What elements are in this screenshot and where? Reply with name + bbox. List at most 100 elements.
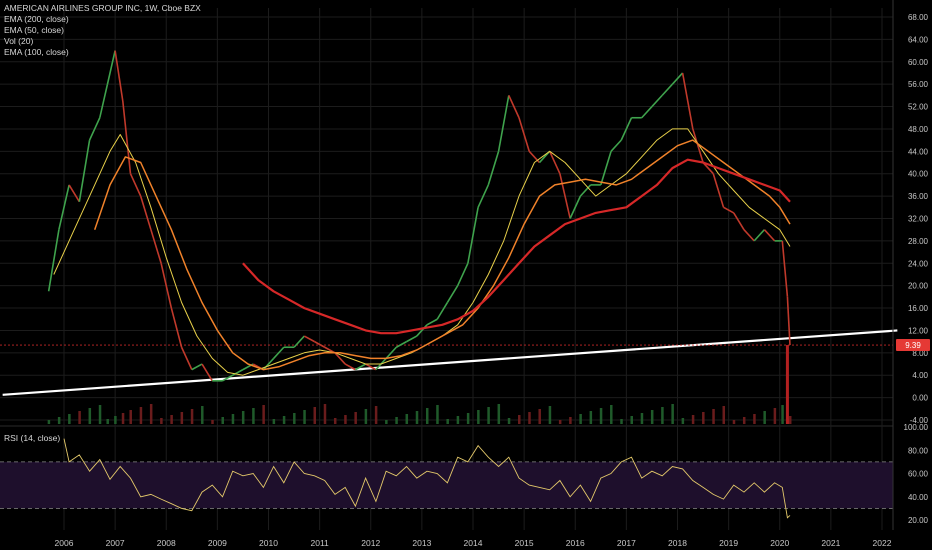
- volume-bar: [190, 409, 194, 424]
- x-tick-label: 2013: [412, 538, 431, 548]
- x-tick-label: 2007: [106, 538, 125, 548]
- volume-bar: [456, 416, 460, 424]
- x-tick-label: 2020: [770, 538, 789, 548]
- rsi-tick-label: 20.00: [908, 516, 929, 525]
- volume-bar: [293, 413, 296, 424]
- price-segment: [160, 263, 173, 309]
- price-tick-label: 20.00: [908, 282, 929, 291]
- price-segment: [579, 184, 592, 197]
- price-tick-label: 36.00: [908, 192, 929, 201]
- volume-bar: [395, 417, 398, 424]
- price-segment: [671, 72, 684, 85]
- price-segment: [303, 335, 315, 343]
- legend-item-vol[interactable]: Vol (20): [4, 36, 34, 46]
- rsi-line: [63, 438, 791, 519]
- price-segment: [191, 363, 203, 371]
- price-segment: [651, 94, 663, 108]
- price-tick-label: 60.00: [908, 58, 929, 67]
- volume-bar: [374, 406, 378, 424]
- rsi-tick-label: 100.00: [904, 423, 929, 432]
- price-segment: [477, 184, 490, 208]
- price-segment: [681, 72, 694, 130]
- legend-item-ema50[interactable]: EMA (50, close): [4, 25, 64, 35]
- volume-bar: [303, 410, 306, 424]
- rsi-tick-label: 60.00: [908, 470, 929, 479]
- price-segment: [620, 117, 633, 141]
- price-segment: [324, 346, 336, 354]
- volume-bar: [160, 418, 163, 424]
- price-tick-label: 64.00: [908, 35, 929, 44]
- rsi-tick-label: 80.00: [908, 446, 929, 455]
- volume-bar: [323, 404, 327, 424]
- last-price-badge: [896, 339, 930, 352]
- volume-bar: [272, 419, 276, 424]
- price-tick-label: 12.00: [908, 326, 929, 335]
- volume-bar: [691, 415, 695, 424]
- x-tick-label: 2018: [668, 538, 687, 548]
- volume-bar: [231, 414, 235, 424]
- price-segment: [99, 83, 109, 118]
- x-tick-label: 2014: [464, 538, 483, 548]
- volume-bars: [47, 345, 792, 424]
- price-segment: [47, 229, 60, 292]
- volume-bar: [252, 408, 255, 424]
- price-segment: [88, 117, 101, 141]
- volume-bar: [681, 418, 685, 424]
- price-segment: [262, 357, 275, 371]
- price-segment: [569, 195, 582, 219]
- volume-bar: [722, 406, 726, 424]
- legend-item-ema200[interactable]: EMA (200, close): [4, 14, 69, 24]
- volume-bar: [201, 406, 204, 424]
- price-segment: [68, 184, 81, 203]
- price-segment: [170, 307, 183, 348]
- price-segment: [487, 151, 500, 186]
- price-segment: [786, 296, 791, 346]
- price-segment: [201, 363, 213, 382]
- price-segment: [365, 363, 377, 371]
- price-tick-label: 32.00: [908, 215, 929, 224]
- ema200-line: [242, 158, 791, 335]
- volume-bar: [548, 406, 552, 424]
- x-tick-label: 2009: [208, 538, 227, 548]
- price-tick-label: 8.00: [912, 349, 928, 358]
- volume-bar: [98, 405, 102, 424]
- legend: AMERICAN AIRLINES GROUP INC, 1W, Cboe BZ…: [4, 3, 201, 58]
- volume-bar: [385, 420, 388, 424]
- volume-bar: [446, 419, 449, 424]
- grid: [0, 8, 893, 530]
- volume-bar: [129, 410, 132, 424]
- price-segment: [273, 346, 285, 359]
- price-tick-label: 52.00: [908, 103, 929, 112]
- price-segment: [743, 229, 755, 242]
- price-tick-label: 0.00: [912, 394, 928, 403]
- volume-bar: [712, 409, 715, 424]
- volume-bar: [507, 418, 511, 424]
- rsi-tick-label: 40.00: [908, 493, 929, 502]
- price-tick-label: 4.00: [912, 371, 928, 380]
- volume-bar: [47, 420, 51, 424]
- rsi-label[interactable]: RSI (14, close): [4, 433, 61, 443]
- price-segment: [139, 195, 152, 230]
- volume-bar: [579, 414, 582, 424]
- volume-bar: [170, 415, 173, 424]
- price-segment: [467, 207, 479, 264]
- volume-bar: [114, 416, 117, 424]
- x-tick-label: 2012: [361, 538, 380, 548]
- volume-bar: [415, 411, 419, 424]
- volume-bar: [518, 415, 521, 424]
- price-segment: [78, 140, 91, 202]
- volume-bar: [763, 411, 766, 424]
- price-segment: [334, 352, 346, 365]
- volume-bar: [558, 420, 562, 424]
- volume-bar: [640, 413, 644, 424]
- trendline-layer: [0, 329, 898, 396]
- x-tick-label: 2022: [873, 538, 892, 548]
- volume-bar: [620, 419, 623, 424]
- volume-bar: [742, 417, 746, 424]
- volume-bar: [149, 404, 153, 424]
- legend-item-ema100[interactable]: EMA (100, close): [4, 47, 69, 57]
- volume-bar: [364, 409, 368, 424]
- volume-bar: [466, 413, 470, 424]
- volume-bar: [313, 407, 317, 424]
